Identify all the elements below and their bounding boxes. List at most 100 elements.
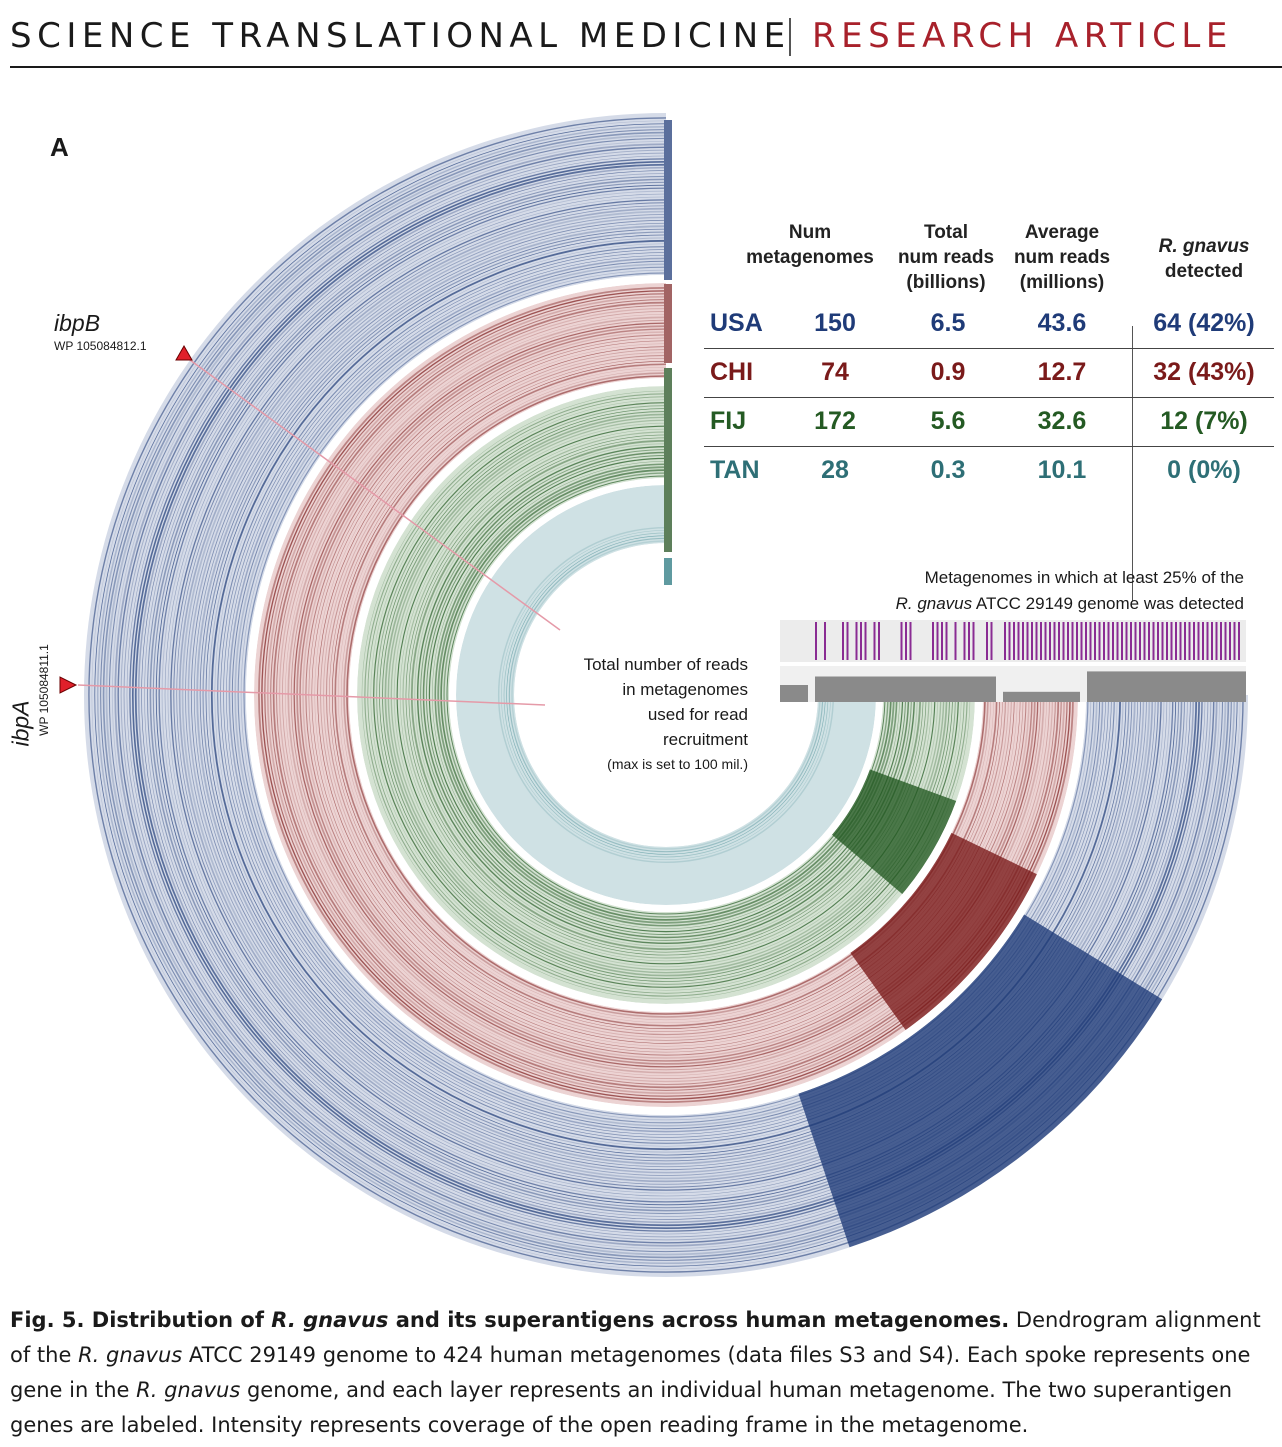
dense-wedge-usa (798, 914, 1163, 1248)
detected-bar (1215, 622, 1218, 660)
layer-line-fij (446, 475, 886, 915)
detected-bar (1193, 622, 1195, 660)
detected-bar (1116, 622, 1119, 660)
detected-bar (936, 622, 939, 660)
layer-line-fij (393, 422, 939, 968)
detected-bar (1170, 622, 1173, 660)
detected-bar (1035, 622, 1038, 660)
detected-bar (1031, 622, 1033, 660)
detected-bar (932, 622, 934, 660)
detected-bar (1013, 622, 1015, 660)
reads-annotation-line: used for read (647, 705, 748, 724)
detected-bar (1211, 622, 1213, 660)
header-total-reads: Total num reads (billions) (897, 222, 995, 293)
figure-5: A ibpB WP 105084812.1 ibpA WP 105084811.… (0, 110, 1282, 1295)
detected-bar (1026, 622, 1029, 660)
detected-bar (1094, 622, 1096, 660)
detected-bar (968, 622, 970, 660)
layer-line-fij (440, 469, 892, 921)
layer-line-fij (416, 445, 916, 945)
detected-bar (1080, 622, 1083, 660)
detected-bar (1125, 622, 1128, 660)
gene-ibpB-name: ibpB (54, 310, 101, 336)
detected-bar (1224, 622, 1227, 660)
cohort-cell: FIJ (710, 407, 747, 435)
detected-bar (1139, 622, 1141, 660)
detected-bar (873, 622, 876, 660)
layer-line-tan (511, 540, 821, 850)
detected-bar (1044, 622, 1047, 660)
reads-bar (780, 685, 808, 702)
layer-line-fij (379, 408, 953, 982)
detected-bar (1179, 622, 1182, 660)
reads-bar (1087, 671, 1246, 702)
detected-cell: 12 (7%) (1160, 407, 1248, 435)
detected-bar (860, 622, 862, 660)
header-avg-reads: Average num reads (millions) (1013, 222, 1111, 293)
layer-line-fij (426, 454, 907, 935)
detected-bar (855, 622, 858, 660)
layer-line-tan (503, 532, 829, 858)
layer-line-tan (506, 535, 826, 855)
marker-ibpA (59, 676, 78, 694)
layer-line-tan (501, 530, 831, 860)
header-rule (10, 66, 1282, 68)
layer-line-fij (428, 457, 904, 933)
layer-line-fij (414, 443, 918, 947)
detected-bar (1004, 622, 1006, 660)
detected-bar (842, 622, 844, 660)
panel-letter: A (50, 132, 69, 162)
detected-bar (878, 622, 880, 660)
detected-bar (1067, 622, 1069, 660)
detected-bar (1206, 622, 1209, 660)
detected-bar (1157, 622, 1159, 660)
detected-bar (1107, 622, 1110, 660)
layer-line-fij (402, 431, 930, 959)
layer-line-fij (437, 466, 895, 924)
spoke-ibpA (77, 684, 546, 706)
layer-line-fij (396, 425, 936, 965)
detected-bar (1017, 622, 1020, 660)
detected-bar (1058, 622, 1060, 660)
detected-bar (945, 622, 948, 660)
table-row: CHI 74 0.9 12.7 32 (43%) (704, 349, 1274, 398)
detected-bar (1220, 622, 1222, 660)
detected-bar (954, 622, 957, 660)
layer-line-fij (390, 419, 942, 971)
caption-title: Fig. 5. Distribution of R. gnavus and it… (10, 1308, 1010, 1332)
detected-cell: 0 (0%) (1167, 456, 1241, 484)
cohort-cell: TAN (710, 456, 760, 484)
reads-annotation-note: (max is set to 100 mil.) (607, 756, 748, 772)
detected-bar (990, 622, 993, 660)
layer-line-fij (370, 399, 962, 991)
layer-line-tan (508, 537, 824, 853)
detected-bar (1103, 622, 1105, 660)
detected-bar (1053, 622, 1056, 660)
detected-bar (1071, 622, 1074, 660)
num-cell: 74 (821, 358, 849, 386)
layer-line-fij (399, 428, 933, 962)
avg-cell: 43.6 (1037, 309, 1087, 337)
detected-bar (1143, 622, 1146, 660)
num-cell: 172 (814, 407, 856, 435)
reads-annotation-line: Total number of reads (583, 655, 748, 674)
detected-bar (1022, 622, 1024, 660)
detected-bar (963, 622, 966, 660)
detected-cell: 32 (43%) (1153, 358, 1255, 386)
detected-bar (846, 622, 849, 660)
layer-line-fij (373, 402, 959, 988)
detected-bar (1202, 622, 1204, 660)
detected-bar (1008, 622, 1011, 660)
detected-bar (1188, 622, 1191, 660)
layer-line-fij (422, 451, 910, 939)
detected-bar (1130, 622, 1132, 660)
layer-line-fij (376, 405, 956, 985)
table-body: USA 150 6.5 43.6 64 (42%) CHI 74 0.9 12.7 32 (43%… (704, 300, 1274, 495)
reads-annotation-line: recruitment (662, 730, 748, 749)
gene-ibpB-accession: WP 105084812.1 (54, 339, 147, 353)
detected-bar (1197, 622, 1200, 660)
gene-ibpA-accession: WP 105084811.1 (37, 644, 51, 736)
avg-cell: 12.7 (1037, 358, 1087, 386)
journal-header: SCIENCE TRANSLATIONAL MEDICINE RESEARCH … (10, 10, 1280, 66)
article-type: RESEARCH ARTICLE (812, 16, 1233, 56)
